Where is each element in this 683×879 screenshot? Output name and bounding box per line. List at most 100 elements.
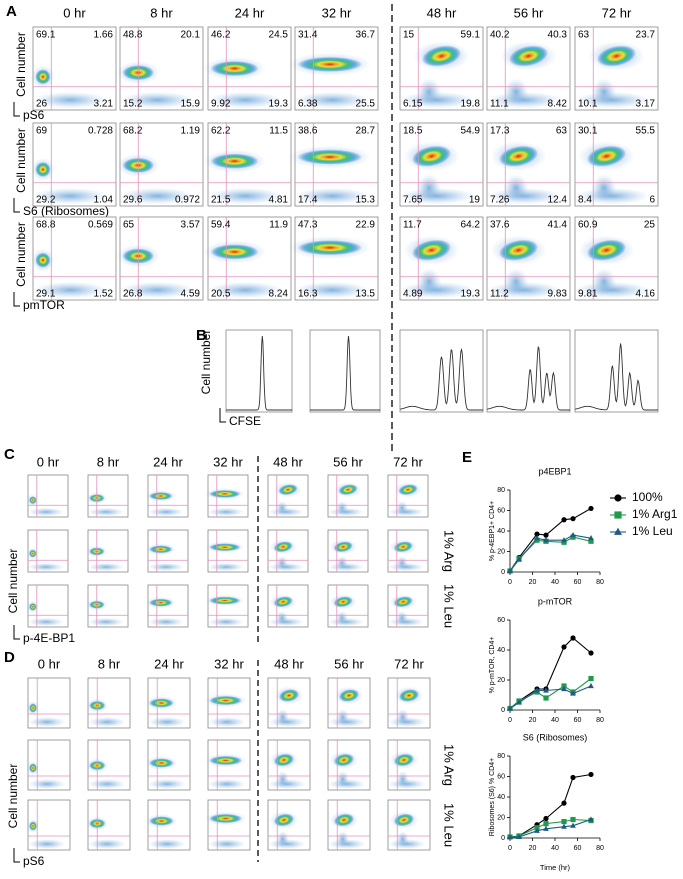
density-spread <box>28 717 66 727</box>
density <box>203 240 283 299</box>
density-spread <box>28 617 64 627</box>
point <box>570 774 576 781</box>
density-core <box>498 239 539 261</box>
density-core <box>209 814 243 823</box>
density-spread <box>416 268 442 296</box>
density-spread <box>28 562 64 572</box>
x-tick-label: 40 <box>551 717 559 724</box>
quadrant-value: 12.4 <box>548 195 568 206</box>
legend-marker <box>614 511 622 519</box>
panel-letter: C <box>4 446 15 463</box>
quadrant-value: 8.24 <box>269 289 289 300</box>
density-spread <box>591 174 617 202</box>
point <box>570 690 576 696</box>
density <box>575 235 650 299</box>
series-line <box>509 773 592 838</box>
density <box>203 56 283 109</box>
point <box>534 827 540 833</box>
quadrant-value: 29.1 <box>36 289 56 300</box>
density-spread <box>88 507 124 517</box>
density-spread <box>295 281 370 299</box>
time-label: 24 hr <box>235 5 265 20</box>
density-spread <box>503 174 529 202</box>
density <box>400 41 475 109</box>
quadrant-value: 4.89 <box>403 289 423 300</box>
x-axis-label: p-4E-BP1 <box>23 631 75 645</box>
density-core <box>29 763 37 773</box>
density-core <box>586 239 627 261</box>
quadrant-value: 9.81 <box>578 289 598 300</box>
density-core <box>274 753 294 767</box>
density-spread <box>416 174 442 202</box>
point <box>543 532 549 538</box>
density-core <box>393 596 413 608</box>
series-line <box>509 637 592 709</box>
density <box>575 41 650 109</box>
point <box>588 650 594 656</box>
point <box>507 705 513 711</box>
point <box>543 821 549 827</box>
quadrant-value: 0.728 <box>88 126 113 137</box>
quadrant-value: 46.2 <box>211 30 231 41</box>
quadrant-value: 11.1 <box>490 99 509 110</box>
quadrant-value: 11.9 <box>269 220 288 231</box>
time-label: 32 hr <box>322 5 352 20</box>
density-spread <box>396 831 410 847</box>
quadrant-value: 15.2 <box>123 99 143 110</box>
density-spread <box>295 91 370 109</box>
histogram-plot <box>225 329 293 413</box>
quadrant-value: 47.3 <box>298 220 318 231</box>
density-core <box>411 239 452 261</box>
time-label: 72 hr <box>393 454 423 469</box>
point <box>570 635 576 641</box>
quadrant-value: 20.5 <box>211 289 231 300</box>
quadrant-value: 6 <box>649 195 655 206</box>
y-tick-label: 40 <box>497 528 505 535</box>
point <box>588 535 594 541</box>
axis-arrow <box>13 848 20 863</box>
time-label: 8 hr <box>150 5 173 20</box>
quadrant-value: 11.7 <box>403 220 422 231</box>
point <box>543 687 549 693</box>
quadrant-value: 11.2 <box>490 289 509 300</box>
quadrant-value: 63 <box>556 126 568 137</box>
density-core <box>596 45 637 67</box>
y-axis-label: % p-4EBP1+ CD4+ <box>489 501 496 561</box>
density-spread <box>88 717 126 727</box>
y-axis-label: Cell number <box>14 128 28 193</box>
y-tick-label: 0 <box>501 569 505 576</box>
point <box>561 800 567 806</box>
density-core <box>398 484 418 496</box>
time-label: 56 hr <box>334 656 364 671</box>
quadrant-value: 65 <box>123 220 135 231</box>
density-core <box>149 758 174 768</box>
density-spread <box>120 281 195 299</box>
density-spread <box>33 91 108 109</box>
density-spread <box>295 187 370 205</box>
y-axis-label: % p-mTOR, CD4+ <box>489 637 496 694</box>
quadrant-value: 26 <box>36 99 48 110</box>
quadrant-value: 17.3 <box>490 126 510 137</box>
point <box>588 682 594 689</box>
time-label: 0 hr <box>63 5 86 20</box>
quadrant-value: 29.2 <box>36 195 56 206</box>
point <box>588 771 594 778</box>
histogram-curve <box>226 335 292 411</box>
quadrant-value: 10.1 <box>578 99 598 110</box>
point <box>543 825 549 831</box>
histogram-plot <box>574 329 659 413</box>
density-spread <box>208 281 283 299</box>
density-spread <box>336 501 348 515</box>
density-spread <box>208 717 246 727</box>
density-core <box>274 813 294 827</box>
time-label: 8 hr <box>98 656 121 671</box>
time-label: 8 hr <box>97 454 120 469</box>
density-spread <box>88 562 124 572</box>
density-spread <box>591 268 617 296</box>
x-axis-label: S6 (Ribosomes) <box>23 204 109 218</box>
density <box>203 149 283 205</box>
row-label: 1% Leu <box>442 803 457 847</box>
quadrant-value: 23.7 <box>636 30 656 41</box>
